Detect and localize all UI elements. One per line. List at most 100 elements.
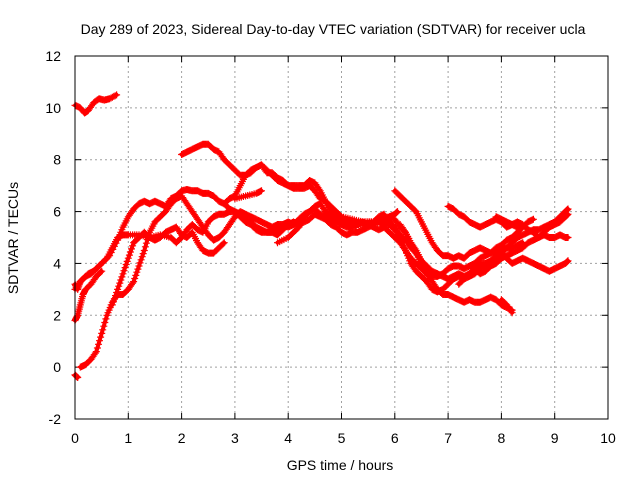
data-point <box>110 242 118 250</box>
data-point <box>128 245 135 253</box>
y-tick-label: 12 <box>45 48 61 64</box>
series-sat-n <box>396 221 516 314</box>
series-sat-i <box>220 161 388 226</box>
data-point <box>141 243 149 251</box>
series-sat-e <box>76 192 537 371</box>
data-point <box>258 187 265 195</box>
data-point <box>108 301 116 309</box>
data-point <box>433 270 441 278</box>
data-point <box>529 215 537 223</box>
data-point <box>130 278 138 286</box>
data-point <box>104 253 112 261</box>
data-point <box>137 256 145 264</box>
series-sat-k <box>274 223 303 247</box>
data-point <box>123 257 131 265</box>
data-point <box>133 268 141 276</box>
data-point <box>129 279 137 287</box>
data-point <box>220 239 228 247</box>
x-tick-label: 7 <box>444 430 452 446</box>
data-point <box>507 307 515 315</box>
data-point <box>117 276 125 284</box>
data-point <box>98 267 106 275</box>
data-point <box>294 224 302 232</box>
y-tick-label: 6 <box>53 204 61 220</box>
data-point <box>109 298 117 306</box>
x-tick-label: 6 <box>391 430 399 446</box>
data-point <box>113 289 121 296</box>
data-point <box>107 249 115 256</box>
series-sat-a <box>71 91 121 117</box>
data-point <box>122 261 130 268</box>
data-point <box>564 257 572 265</box>
x-tick-label: 0 <box>71 430 79 446</box>
y-axis-title: SDTVAR / TECUs <box>5 182 21 294</box>
data-point <box>142 239 150 247</box>
data-point <box>97 333 105 341</box>
data-point <box>131 275 139 282</box>
y-tick-label: -2 <box>49 411 62 427</box>
data-point <box>126 248 134 256</box>
data-point <box>112 292 119 300</box>
data-point <box>91 266 99 274</box>
series-sat-g <box>108 223 228 309</box>
data-point <box>114 285 122 293</box>
data-point <box>140 247 148 254</box>
data-point <box>380 210 388 218</box>
x-tick-label: 2 <box>178 430 186 446</box>
data-point <box>125 251 133 259</box>
data-point <box>118 273 126 281</box>
series-sat-j <box>231 187 265 203</box>
y-tick-label: 10 <box>45 100 61 116</box>
data-point <box>98 329 106 337</box>
data-point <box>111 92 119 100</box>
series-sat-q <box>492 213 521 231</box>
data-point <box>95 263 102 270</box>
data-point <box>119 270 127 278</box>
data-point <box>564 210 572 218</box>
data-point <box>136 259 144 267</box>
data-point <box>109 245 117 253</box>
data-point <box>97 268 105 276</box>
y-tick-label: 0 <box>53 359 61 375</box>
data-point <box>513 223 521 231</box>
data-point <box>132 271 140 279</box>
chart-title: Day 289 of 2023, Sidereal Day-to-day VTE… <box>81 21 586 37</box>
data-point <box>110 295 118 303</box>
data-point <box>102 255 110 263</box>
x-tick-label: 4 <box>284 430 292 446</box>
data-point <box>92 348 100 356</box>
data-point <box>129 242 137 250</box>
data-point <box>101 319 109 326</box>
x-tick-label: 9 <box>551 430 559 446</box>
series-sat-b <box>71 371 82 381</box>
data-point <box>99 258 107 266</box>
data-point <box>315 185 323 193</box>
data-point <box>106 252 114 260</box>
x-axis-title: GPS time / hours <box>287 457 394 473</box>
data-point <box>219 240 227 248</box>
data-point <box>564 234 572 241</box>
data-point <box>75 282 83 290</box>
data-point <box>124 254 132 262</box>
data-point <box>135 262 143 270</box>
data-point <box>120 267 128 275</box>
data-point <box>295 223 303 231</box>
data-point <box>98 259 106 267</box>
data-point <box>139 250 147 258</box>
x-tick-label: 1 <box>124 430 132 446</box>
data-point <box>96 337 103 345</box>
data-point <box>113 91 121 99</box>
y-tick-label: 2 <box>53 307 61 323</box>
data-point <box>93 264 101 272</box>
data-point <box>116 279 124 287</box>
data-point <box>134 265 142 273</box>
data-point <box>508 309 516 317</box>
data-point <box>96 261 104 269</box>
series-sat-p <box>455 210 572 288</box>
y-tick-label: 8 <box>53 152 61 168</box>
x-tick-label: 5 <box>338 430 346 446</box>
data-point <box>91 349 99 357</box>
plot-frame <box>74 55 609 420</box>
data-series <box>71 91 572 381</box>
